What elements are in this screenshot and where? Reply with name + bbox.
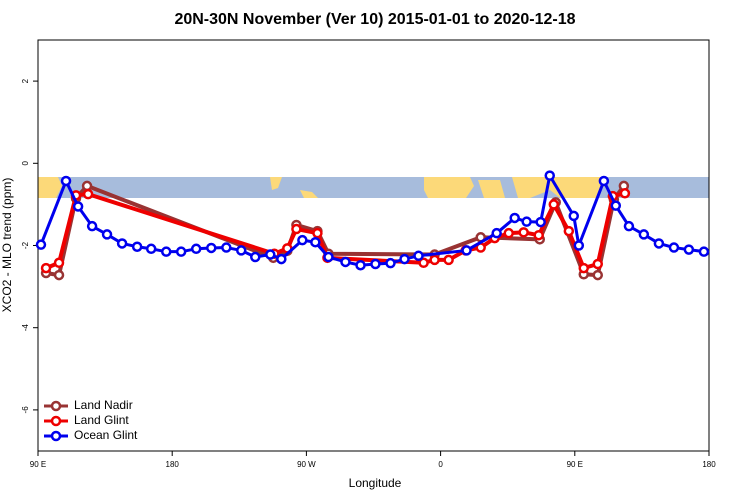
point bbox=[235, 245, 247, 256]
x-tick-label: 90 E bbox=[30, 460, 46, 469]
point bbox=[548, 199, 560, 210]
x-tick-label: 90 E bbox=[567, 460, 583, 469]
point bbox=[86, 220, 98, 232]
point bbox=[443, 254, 454, 266]
point bbox=[101, 229, 113, 240]
point bbox=[573, 240, 585, 251]
point bbox=[131, 241, 143, 252]
y-tick-label: 2 bbox=[21, 78, 30, 83]
point bbox=[82, 188, 94, 200]
point bbox=[221, 242, 232, 253]
point bbox=[323, 251, 334, 263]
point bbox=[399, 253, 410, 265]
point bbox=[53, 269, 65, 281]
point bbox=[116, 238, 128, 249]
point bbox=[598, 175, 610, 187]
land bbox=[424, 177, 474, 198]
legend-label: Ocean Glint bbox=[74, 428, 138, 442]
point bbox=[653, 238, 665, 249]
point bbox=[40, 262, 52, 274]
legend-marker bbox=[50, 400, 62, 412]
point bbox=[340, 256, 351, 268]
point bbox=[491, 227, 502, 239]
point bbox=[312, 227, 323, 239]
point bbox=[503, 227, 514, 239]
y-tick-label: -2 bbox=[21, 241, 30, 249]
point bbox=[145, 243, 157, 255]
point bbox=[698, 246, 710, 257]
point bbox=[291, 223, 302, 235]
point bbox=[276, 253, 287, 265]
point bbox=[578, 262, 589, 274]
point bbox=[72, 201, 84, 212]
point bbox=[175, 246, 187, 257]
point bbox=[638, 229, 650, 240]
y-tick-label: 0 bbox=[21, 161, 30, 166]
point bbox=[206, 242, 217, 254]
point bbox=[310, 236, 321, 248]
point bbox=[619, 188, 631, 199]
land bbox=[270, 177, 282, 190]
x-axis-label: Longitude bbox=[349, 476, 402, 490]
point bbox=[385, 257, 396, 269]
point bbox=[533, 229, 544, 241]
legend-label: Land Glint bbox=[74, 413, 129, 427]
land bbox=[300, 190, 318, 198]
point bbox=[683, 244, 695, 255]
land bbox=[478, 180, 505, 198]
point bbox=[81, 180, 93, 192]
point bbox=[355, 259, 366, 271]
point bbox=[610, 200, 622, 211]
chart-title: 20N-30N November (Ver 10) 2015-01-01 to … bbox=[174, 11, 575, 28]
point bbox=[265, 249, 276, 260]
x-tick-label: 90 W bbox=[297, 460, 316, 469]
point bbox=[53, 257, 65, 269]
x-tick-label: 0 bbox=[438, 460, 443, 469]
point bbox=[190, 243, 202, 255]
point bbox=[297, 234, 308, 246]
point bbox=[429, 254, 440, 266]
point bbox=[370, 258, 381, 270]
point bbox=[35, 239, 47, 250]
point bbox=[461, 245, 472, 256]
legend-marker bbox=[50, 430, 62, 442]
point bbox=[60, 175, 72, 187]
point bbox=[535, 216, 546, 228]
series-line bbox=[45, 191, 626, 271]
land bbox=[38, 177, 62, 198]
point bbox=[544, 170, 555, 181]
x-tick-label: 180 bbox=[166, 460, 180, 469]
point bbox=[592, 258, 604, 270]
point bbox=[592, 269, 604, 281]
point bbox=[518, 227, 529, 238]
y-tick-label: -4 bbox=[21, 324, 30, 332]
point bbox=[563, 225, 575, 237]
point bbox=[418, 257, 429, 269]
x-tick-label: 180 bbox=[702, 460, 716, 469]
point bbox=[413, 250, 424, 262]
point bbox=[623, 220, 635, 232]
point bbox=[250, 251, 261, 263]
series bbox=[35, 170, 710, 271]
legend-label: Land Nadir bbox=[74, 398, 133, 412]
point bbox=[160, 246, 172, 257]
point bbox=[568, 210, 580, 222]
legend-marker bbox=[50, 415, 62, 427]
point bbox=[668, 242, 680, 253]
y-tick-label: -6 bbox=[21, 406, 30, 414]
point bbox=[509, 212, 520, 224]
y-axis-label: XCO2 - MLO trend (ppm) bbox=[0, 178, 14, 313]
point bbox=[521, 216, 532, 227]
